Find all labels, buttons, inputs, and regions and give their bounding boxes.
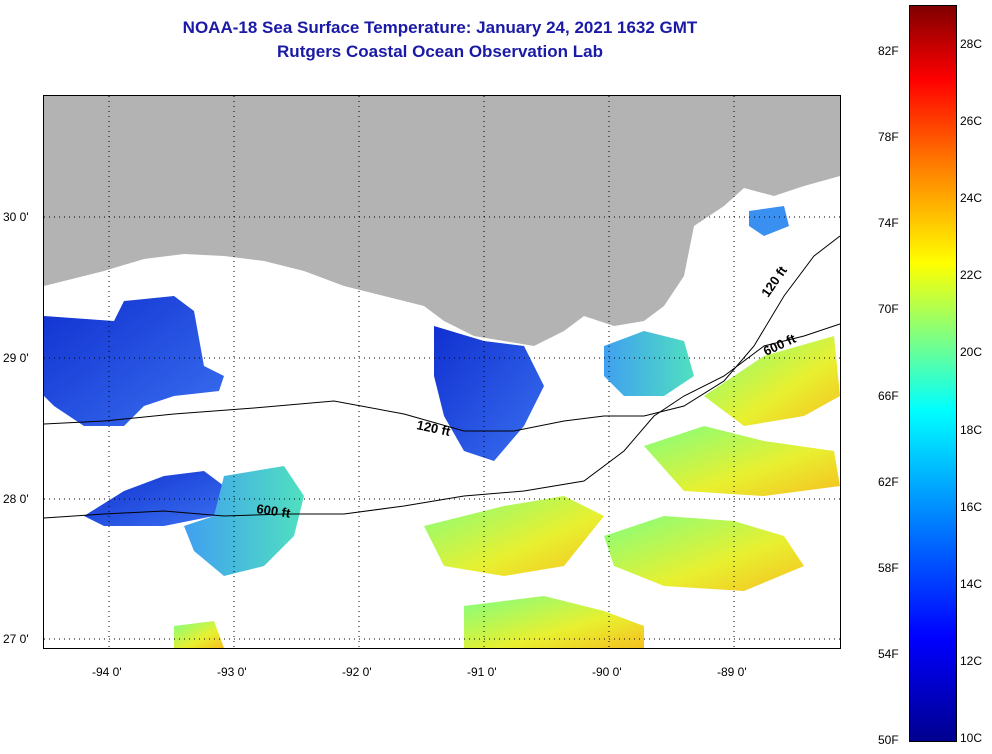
isobath-label-120ft-central: 120 ft [415, 417, 452, 439]
colorbar-c-label: 14C [960, 577, 983, 591]
colorbar-f-label: 62F [878, 475, 899, 489]
isobath-label-600ft-west: 600 ft [256, 501, 292, 521]
colorbar-c-label: 24C [960, 191, 983, 205]
colorbar-f-label: 54F [878, 647, 899, 661]
isobath-600ft [44, 323, 840, 519]
cool-water-northeast [749, 206, 789, 236]
lon-label-94: -94 0' [92, 665, 122, 679]
cool-water-east-shelf [604, 331, 694, 396]
colorbar-c-label: 16C [960, 500, 983, 514]
cool-water-mid [184, 466, 304, 576]
colorbar-f-label: 58F [878, 561, 899, 575]
lat-label-29: 29 0' [3, 351, 29, 365]
warm-water-bottom [464, 596, 644, 648]
temperature-colorbar [909, 5, 957, 742]
isobath-120ft [44, 235, 840, 432]
colorbar-c-label: 26C [960, 114, 983, 128]
lat-label-28: 28 0' [3, 492, 29, 506]
warm-water-central [424, 496, 604, 576]
colorbar-c-label: 22C [960, 268, 983, 282]
map-canvas: 120 ft 600 ft 120 ft 600 ft [44, 96, 840, 648]
colorbar-f-label: 82F [878, 44, 899, 58]
colorbar-c-label: 18C [960, 423, 983, 437]
chart-subtitle: Rutgers Coastal Ocean Observation Lab [277, 42, 603, 61]
lon-label-92: -92 0' [342, 665, 372, 679]
land [44, 96, 840, 346]
lon-label-91: -91 0' [467, 665, 497, 679]
lat-label-30: 30 0' [3, 210, 29, 224]
cold-water-atchafalaya [434, 326, 544, 461]
colorbar-c-label: 12C [960, 654, 983, 668]
warm-water-bottom-left [174, 621, 224, 648]
colorbar-f-label: 78F [878, 130, 899, 144]
colorbar-c-label: 28C [960, 37, 983, 51]
lon-label-90: -90 0' [592, 665, 622, 679]
lon-label-93: -93 0' [217, 665, 247, 679]
colorbar-f-label: 70F [878, 302, 899, 316]
warm-water-southeast-band [644, 426, 840, 496]
lon-label-89: -89 0' [717, 665, 747, 679]
colorbar-c-label: 20C [960, 345, 983, 359]
sst-map: 120 ft 600 ft 120 ft 600 ft [43, 95, 841, 649]
cold-water-west [44, 296, 224, 426]
chart-title: NOAA-18 Sea Surface Temperature: January… [182, 18, 698, 37]
colorbar-f-label: 66F [878, 389, 899, 403]
warm-water-south [604, 516, 804, 591]
graticule [44, 96, 840, 648]
colorbar-c-label: 10C [960, 731, 983, 745]
warm-water-east [704, 336, 840, 426]
lat-label-27: 27 0' [3, 632, 29, 646]
colorbar-f-label: 50F [878, 733, 899, 747]
colorbar-f-label: 74F [878, 216, 899, 230]
